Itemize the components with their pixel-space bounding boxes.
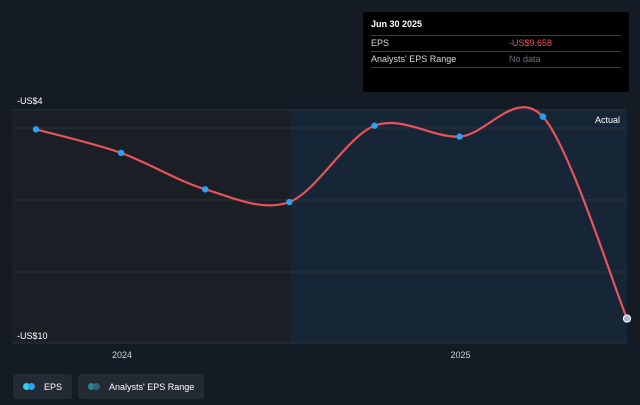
x-tick-label: 2025 xyxy=(451,350,471,360)
eps-point[interactable] xyxy=(117,149,125,157)
legend: EPS Analysts' EPS Range xyxy=(13,374,205,399)
legend-range-label: Analysts' EPS Range xyxy=(109,381,195,392)
tooltip-row-range: Analysts' EPS Range No data xyxy=(371,51,621,68)
tooltip-eps-label: EPS xyxy=(371,38,390,48)
actual-region-shade xyxy=(291,110,627,343)
tooltip-range-label: Analysts' EPS Range xyxy=(371,54,457,64)
past-region-shade xyxy=(12,110,291,343)
eps-point[interactable] xyxy=(202,186,209,193)
eps-point[interactable] xyxy=(32,126,40,133)
y-tick-label: -US$10 xyxy=(17,331,48,341)
y-axis-labels: -US$4 -US$10 xyxy=(17,96,48,341)
range-legend-icon xyxy=(88,383,101,390)
legend-range-button[interactable]: Analysts' EPS Range xyxy=(78,374,205,399)
x-tick-label: 2024 xyxy=(112,350,132,360)
y-tick-label: -US$4 xyxy=(17,96,43,106)
eps-data-points xyxy=(32,113,632,323)
x-axis-labels: 2024 2025 xyxy=(112,350,471,360)
actual-label: Actual xyxy=(595,115,620,125)
legend-eps-button[interactable]: EPS xyxy=(13,374,73,399)
legend-eps-label: EPS xyxy=(44,381,63,392)
tooltip-eps-value: -US$9.658 xyxy=(509,38,553,48)
eps-series-line xyxy=(35,106,629,319)
eps-point[interactable] xyxy=(539,113,547,120)
eps-point[interactable] xyxy=(286,198,293,206)
eps-point[interactable] xyxy=(622,314,632,323)
tooltip-row-eps: EPS -US$9.658 xyxy=(371,35,621,51)
tooltip-range-value: No data xyxy=(509,54,541,64)
tooltip: Jun 30 2025 EPS -US$9.658 Analysts' EPS … xyxy=(363,12,629,92)
gridlines xyxy=(12,109,627,344)
eps-point[interactable] xyxy=(371,122,378,129)
eps-legend-icon xyxy=(23,383,36,390)
tooltip-title: Jun 30 2025 xyxy=(371,19,423,29)
eps-point[interactable] xyxy=(456,133,463,140)
